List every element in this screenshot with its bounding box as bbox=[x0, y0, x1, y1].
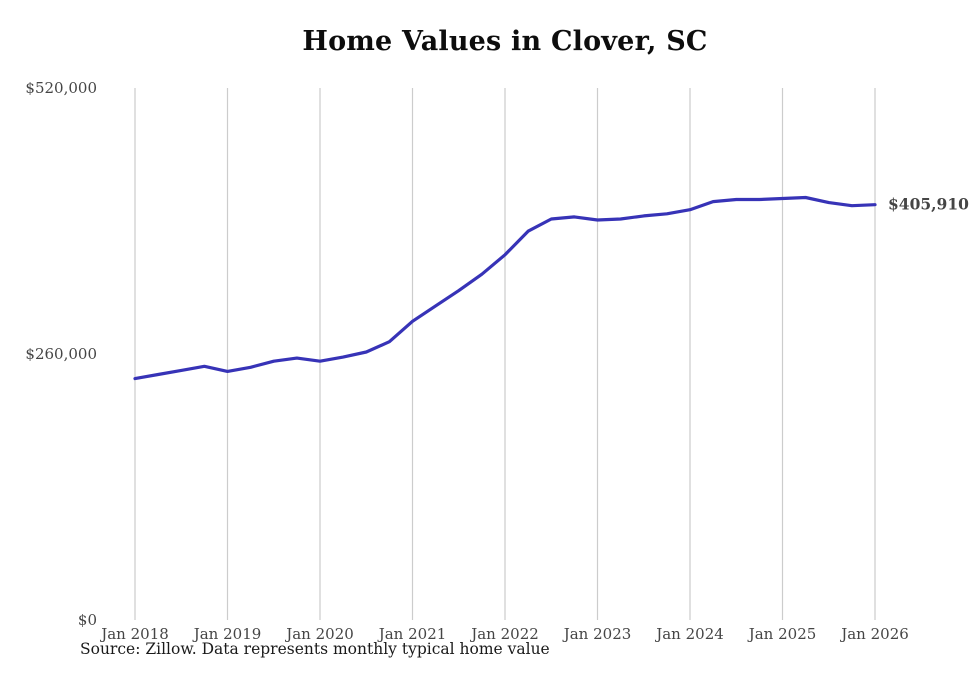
x-tick-label: Jan 2026 bbox=[839, 625, 909, 643]
x-tick-label: Jan 2023 bbox=[562, 625, 632, 643]
x-tick-label: Jan 2024 bbox=[654, 625, 724, 643]
y-tick-label: $260,000 bbox=[25, 345, 97, 363]
x-tick-label: Jan 2019 bbox=[192, 625, 262, 643]
x-tick-label: Jan 2018 bbox=[99, 625, 169, 643]
x-tick-label: Jan 2022 bbox=[469, 625, 539, 643]
value-line bbox=[133, 195, 877, 381]
y-tick-label: $520,000 bbox=[25, 79, 97, 97]
x-tick-label: Jan 2025 bbox=[747, 625, 817, 643]
source-note: Source: Zillow. Data represents monthly … bbox=[80, 640, 550, 658]
end-value-label: $405,910 bbox=[888, 195, 969, 214]
x-tick-label: Jan 2021 bbox=[377, 625, 447, 643]
y-tick-label: $0 bbox=[78, 611, 97, 629]
chart-title: Home Values in Clover, SC bbox=[302, 26, 708, 57]
x-tick-label: Jan 2020 bbox=[284, 625, 354, 643]
